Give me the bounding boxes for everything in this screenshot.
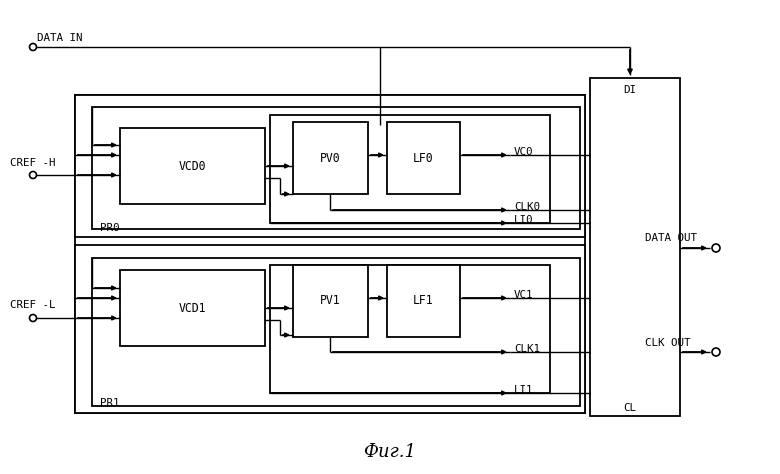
Text: CLK OUT: CLK OUT (645, 338, 690, 348)
Bar (293, 122, 368, 194)
Text: CLK1: CLK1 (514, 344, 540, 354)
Circle shape (712, 348, 720, 356)
Text: VCD0: VCD0 (179, 159, 206, 173)
Bar (92, 258, 580, 406)
Bar (270, 115, 550, 223)
Text: CREF -L: CREF -L (10, 300, 55, 310)
Text: VC1: VC1 (514, 290, 534, 300)
Text: PV1: PV1 (320, 294, 340, 308)
Text: CREF -H: CREF -H (10, 158, 55, 168)
Bar (387, 265, 460, 337)
Circle shape (30, 44, 37, 51)
Text: LF1: LF1 (413, 294, 434, 308)
Text: DATA OUT: DATA OUT (645, 233, 697, 243)
Text: LI1: LI1 (514, 385, 534, 395)
Bar (75, 245, 585, 413)
Text: CLK0: CLK0 (514, 202, 540, 212)
Text: PR1: PR1 (100, 398, 119, 408)
Text: CL: CL (623, 403, 636, 413)
Bar (75, 95, 585, 237)
Bar (120, 270, 265, 346)
Text: DATA IN: DATA IN (37, 33, 83, 43)
Bar (293, 265, 368, 337)
Text: LI0: LI0 (514, 215, 534, 225)
Bar (590, 78, 680, 416)
Circle shape (30, 315, 37, 321)
Circle shape (30, 172, 37, 179)
Text: DI: DI (623, 85, 636, 95)
Text: LF0: LF0 (413, 152, 434, 164)
Text: VCD1: VCD1 (179, 301, 206, 315)
Bar (270, 265, 550, 393)
Bar (120, 128, 265, 204)
Text: Фиг.1: Фиг.1 (363, 443, 417, 461)
Circle shape (712, 244, 720, 252)
Text: PV0: PV0 (320, 152, 340, 164)
Bar (387, 122, 460, 194)
Bar (75, 95, 585, 413)
Text: PR0: PR0 (100, 223, 119, 233)
Bar (92, 107, 580, 229)
Text: VC0: VC0 (514, 147, 534, 157)
